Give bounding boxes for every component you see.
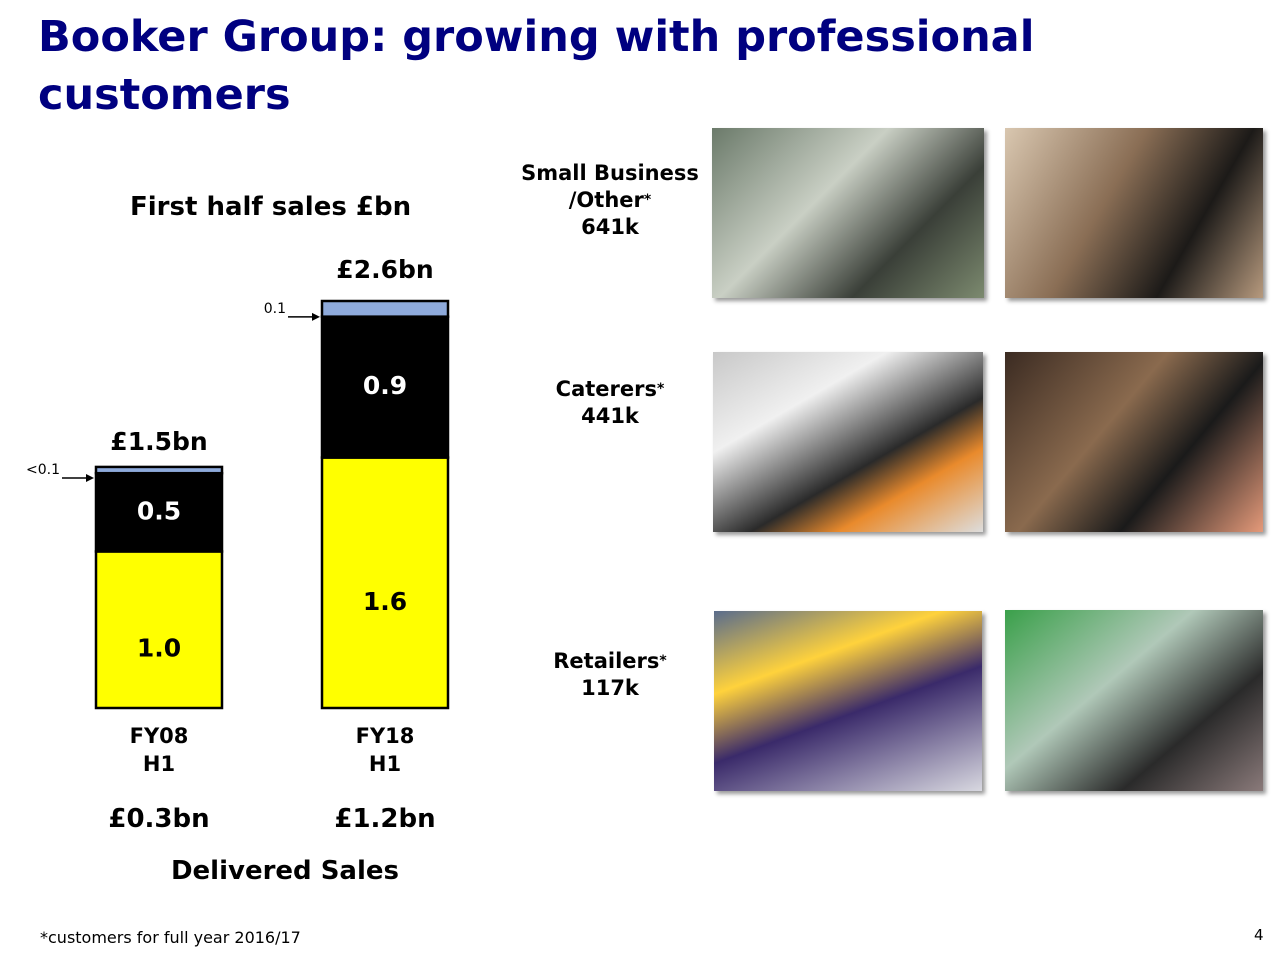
customer-count: 117k [581, 676, 639, 700]
bar-segment [320, 456, 450, 710]
segment-label: 0.5 [137, 496, 181, 525]
customer-label: Caterers [555, 377, 657, 401]
segment-label: <0.1 [26, 462, 60, 478]
segment-label: 0.9 [363, 371, 407, 400]
photo [1005, 352, 1263, 532]
customer-label: Small Business /Other [521, 161, 699, 212]
page-number: 4 [1254, 926, 1264, 944]
customer-group: Caterers* 441k [500, 376, 720, 430]
customer-group: Small Business /Other* 641k [500, 160, 720, 241]
footnote: *customers for full year 2016/17 [40, 928, 301, 947]
photo [1005, 128, 1263, 298]
customer-group: Retailers* 117k [500, 648, 720, 702]
segment-label: 1.0 [137, 634, 181, 663]
delivered-label: Delivered Sales [170, 856, 400, 886]
bar-segment [94, 550, 224, 710]
bar-segment [94, 465, 224, 475]
arrow-head [312, 312, 320, 321]
bar-segment [320, 299, 450, 318]
customer-count: 441k [581, 404, 639, 428]
bar-segment [94, 471, 224, 553]
photo [712, 128, 984, 298]
total-label: £2.6bn [336, 255, 433, 284]
segment-label: 1.6 [363, 587, 407, 616]
bar-segment [320, 315, 450, 459]
asterisk: * [659, 653, 667, 669]
segment-label: 0.1 [264, 301, 286, 317]
delivered-sales: £1.2bn [334, 804, 436, 834]
asterisk: * [657, 381, 665, 397]
customer-count: 641k [581, 215, 639, 239]
asterisk: * [643, 192, 652, 208]
arrow-head [86, 474, 94, 483]
photo [714, 611, 982, 791]
customer-label: Retailers [553, 649, 660, 673]
photo [713, 352, 983, 532]
photo [1005, 610, 1263, 791]
slide-title: Booker Group: growing with professional … [38, 12, 1035, 120]
x-tick-label: FY08 H1 [129, 724, 189, 776]
delivered-sales: £0.3bn [108, 804, 210, 834]
total-label: £1.5bn [110, 427, 207, 456]
x-tick-label: FY18 H1 [355, 724, 415, 776]
chart-title: First half sales £bn [130, 192, 412, 222]
